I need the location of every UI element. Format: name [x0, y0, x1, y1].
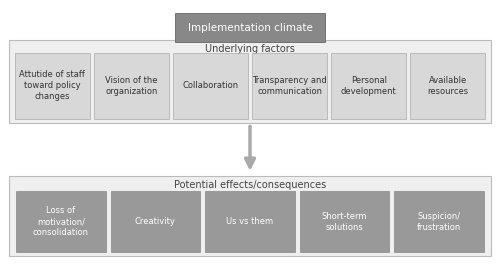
FancyBboxPatch shape — [410, 53, 485, 119]
Text: Underlying factors: Underlying factors — [205, 44, 295, 54]
FancyBboxPatch shape — [205, 191, 295, 252]
Text: Attutide of staff
toward policy
changes: Attutide of staff toward policy changes — [20, 70, 85, 101]
Text: Loss of
motivation/
consolidation: Loss of motivation/ consolidation — [33, 206, 89, 237]
Text: Potential effects/consequences: Potential effects/consequences — [174, 180, 326, 190]
FancyBboxPatch shape — [252, 53, 327, 119]
FancyBboxPatch shape — [394, 191, 484, 252]
Text: Available
resources: Available resources — [427, 76, 469, 96]
FancyBboxPatch shape — [9, 40, 491, 123]
FancyBboxPatch shape — [94, 53, 168, 119]
FancyBboxPatch shape — [173, 53, 248, 119]
FancyBboxPatch shape — [175, 13, 325, 42]
Text: Short-term
solutions: Short-term solutions — [322, 212, 368, 232]
FancyBboxPatch shape — [9, 176, 491, 256]
Text: Transparency and
communication: Transparency and communication — [252, 76, 327, 96]
Text: Implementation climate: Implementation climate — [188, 23, 312, 33]
Text: Us vs them: Us vs them — [226, 217, 274, 226]
FancyBboxPatch shape — [16, 191, 106, 252]
Text: Vision of the
organization: Vision of the organization — [105, 76, 158, 96]
FancyBboxPatch shape — [110, 191, 200, 252]
Text: Creativity: Creativity — [135, 217, 176, 226]
Text: Collaboration: Collaboration — [182, 81, 238, 90]
FancyBboxPatch shape — [300, 191, 390, 252]
FancyBboxPatch shape — [332, 53, 406, 119]
FancyBboxPatch shape — [15, 53, 90, 119]
Text: Personal
development: Personal development — [341, 76, 396, 96]
Text: Suspicion/
frustration: Suspicion/ frustration — [417, 212, 462, 232]
